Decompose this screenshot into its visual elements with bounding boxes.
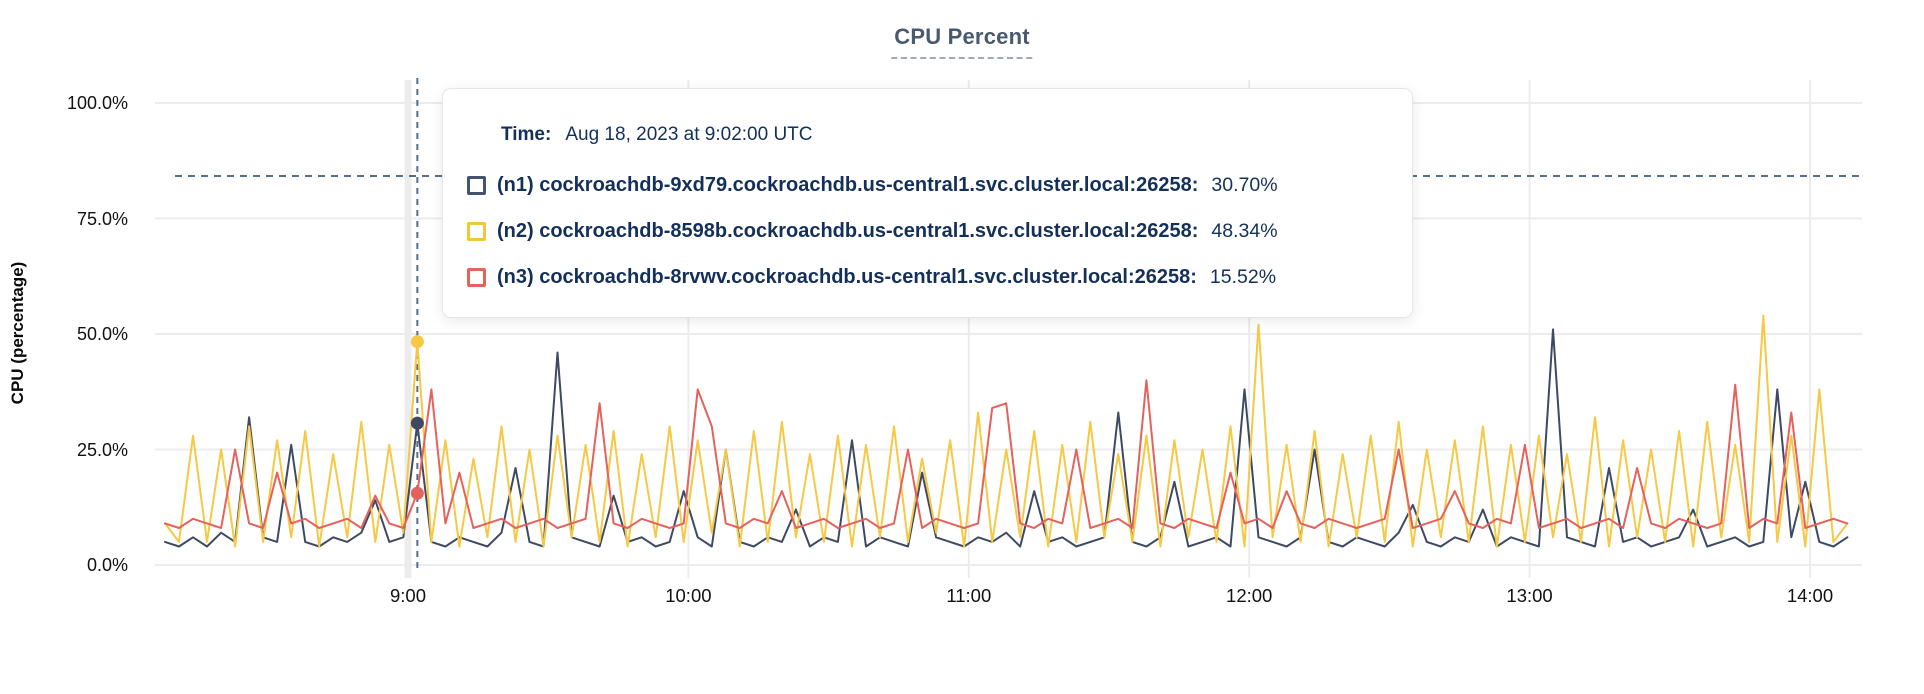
n2-series-label: (n2) cockroachdb-8598b.cockroachdb.us-ce… (497, 220, 1199, 242)
n3-legend-swatch-icon (467, 268, 486, 287)
x-tick-label: 9:00 (389, 585, 426, 606)
tooltip-time-value: Aug 18, 2023 at 9:02:00 UTC (565, 124, 813, 145)
series-line-n3[interactable] (164, 379, 1849, 529)
hover-dot-n1 (410, 416, 424, 430)
tooltip-series-row-n3: (n3) cockroachdb-8rvwv.cockroachdb.us-ce… (467, 265, 1412, 290)
x-tick-label: 14:00 (1786, 585, 1834, 606)
tooltip-series-row-n2: (n2) cockroachdb-8598b.cockroachdb.us-ce… (467, 219, 1412, 244)
series-line-n2[interactable] (164, 314, 1849, 548)
chart-title[interactable]: CPU Percent (891, 24, 1033, 59)
y-tick-label: 50.0% (76, 324, 128, 344)
hover-tooltip: Time: Aug 18, 2023 at 9:02:00 UTC (n1) co… (442, 88, 1413, 318)
hover-dot-n2 (410, 335, 424, 349)
x-tick-label: 13:00 (1506, 585, 1553, 606)
tooltip-time-label: Time: (501, 124, 552, 145)
y-tick-label: 25.0% (76, 439, 128, 460)
series-line-n1[interactable] (164, 328, 1849, 548)
n1-series-value: 30.70% (1211, 174, 1278, 196)
n3-series-label: (n3) cockroachdb-8rvwv.cockroachdb.us-ce… (497, 266, 1197, 288)
n1-legend-swatch-icon (467, 176, 486, 195)
tooltip-time-row: Time: Aug 18, 2023 at 9:02:00 UTC (501, 123, 1412, 147)
series-lines[interactable] (164, 314, 1849, 548)
hover-point-markers (410, 335, 424, 500)
n2-legend-swatch-icon (467, 222, 486, 241)
x-tick-label: 12:00 (1226, 585, 1273, 606)
tooltip-series-row-n1: (n1) cockroachdb-9xd79.cockroachdb.us-ce… (467, 173, 1412, 198)
y-tick-label: 75.0% (76, 208, 128, 229)
n3-series-value: 15.52% (1209, 266, 1277, 288)
x-tick-label: 10:00 (665, 585, 712, 606)
n2-series-value: 48.34% (1211, 220, 1278, 242)
n1-series-label: (n1) cockroachdb-9xd79.cockroachdb.us-ce… (497, 174, 1199, 196)
y-tick-label: 100.0% (66, 93, 128, 113)
hover-dot-n3 (410, 486, 424, 500)
y-tick-label: 0.0% (86, 555, 128, 575)
x-tick-label: 11:00 (946, 585, 992, 606)
